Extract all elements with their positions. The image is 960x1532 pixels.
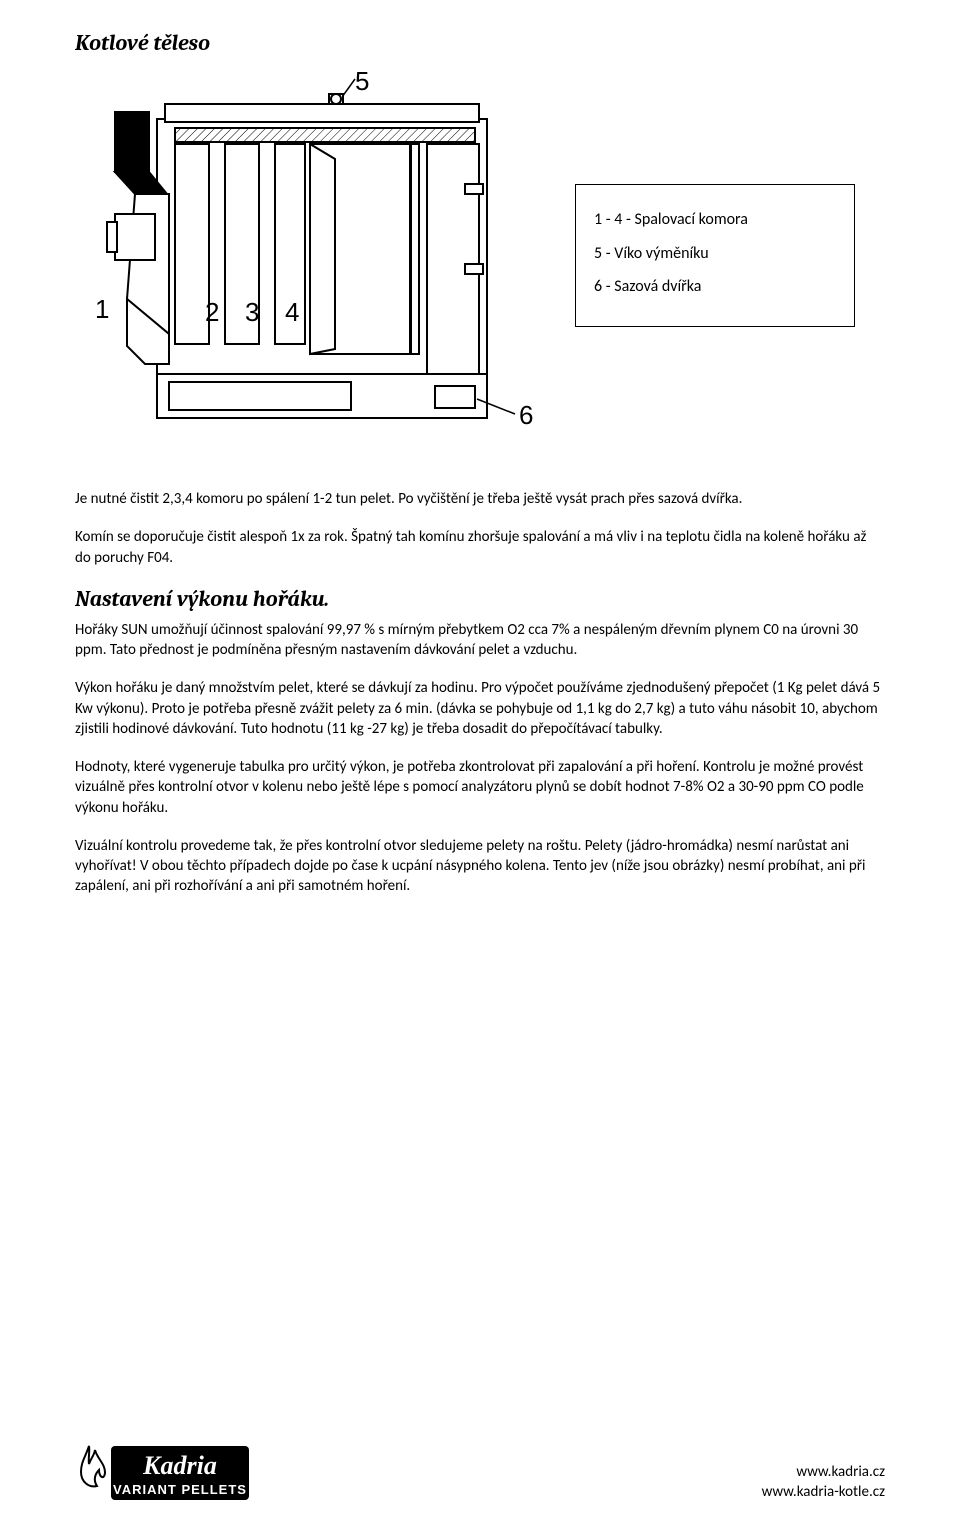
callout-1: 1 [95, 294, 109, 325]
subheading: Nastavení výkonu hořáku. [75, 586, 885, 612]
paragraph-5: Hodnoty, které vygeneruje tabulka pro ur… [75, 757, 885, 818]
footer-link-1: www.kadria.cz [762, 1463, 885, 1483]
paragraph-6: Vizuální kontrolu provedeme tak, že přes… [75, 836, 885, 897]
footer-links: www.kadria.cz www.kadria-kotle.cz [762, 1463, 885, 1502]
callout-2: 2 [205, 297, 219, 328]
logo-tagline-text: VARIANT PELLETS [113, 1482, 247, 1497]
legend-line-1: 1 - 4 - Spalovací komora [594, 203, 836, 237]
legend-line-2: 5 - Víko výměníku [594, 237, 836, 271]
brand-logo: Kadria VARIANT PELLETS [75, 1440, 250, 1502]
page-footer: Kadria VARIANT PELLETS www.kadria.cz www… [75, 1440, 885, 1502]
boiler-svg [75, 64, 545, 464]
callout-6: 6 [519, 400, 533, 431]
section-title: Kotlové těleso [75, 30, 885, 56]
paragraph-2: Komín se doporučuje čistit alespoň 1x za… [75, 527, 885, 568]
footer-link-2: www.kadria-kotle.cz [762, 1483, 885, 1503]
callout-5: 5 [355, 66, 369, 97]
callout-3: 3 [245, 297, 259, 328]
diagram-row: 5 1 2 3 4 6 1 - 4 - Spalovací komora 5 -… [75, 64, 885, 464]
legend-line-3: 6 - Sazová dvířka [594, 270, 836, 304]
paragraph-1: Je nutné čistit 2,3,4 komoru po spálení … [75, 489, 885, 509]
logo-svg: Kadria VARIANT PELLETS [75, 1440, 250, 1502]
callout-4: 4 [285, 297, 299, 328]
legend-box: 1 - 4 - Spalovací komora 5 - Víko výmění… [575, 184, 855, 327]
paragraph-4: Výkon hořáku je daný množstvím pelet, kt… [75, 678, 885, 739]
paragraph-3: Hořáky SUN umožňují účinnost spalování 9… [75, 620, 885, 661]
boiler-diagram: 5 1 2 3 4 6 [75, 64, 545, 464]
logo-brand-text: Kadria [142, 1451, 217, 1480]
